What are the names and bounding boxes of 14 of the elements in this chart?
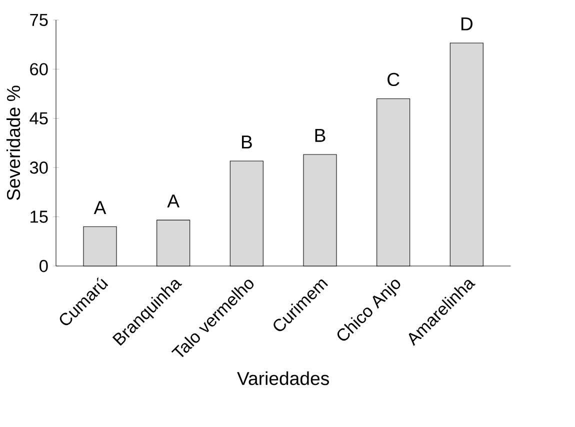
x-axis-title: Variedades	[237, 371, 329, 386]
y-tick-label: 0	[40, 260, 48, 272]
y-tick-label: 30	[30, 161, 48, 174]
y-tick-label: 75	[30, 14, 48, 26]
annotation: B	[242, 136, 252, 148]
annotation: C	[388, 72, 400, 86]
annotation: B	[315, 129, 326, 142]
annotation: A	[94, 201, 106, 214]
y-tick-label: 45	[30, 112, 48, 124]
y-tick-label: 60	[30, 63, 48, 76]
annotation: A	[167, 194, 180, 208]
annotation: D	[461, 18, 472, 30]
y-tick-label: 15	[30, 210, 48, 223]
y-axis-title: Severidade %	[6, 86, 20, 200]
